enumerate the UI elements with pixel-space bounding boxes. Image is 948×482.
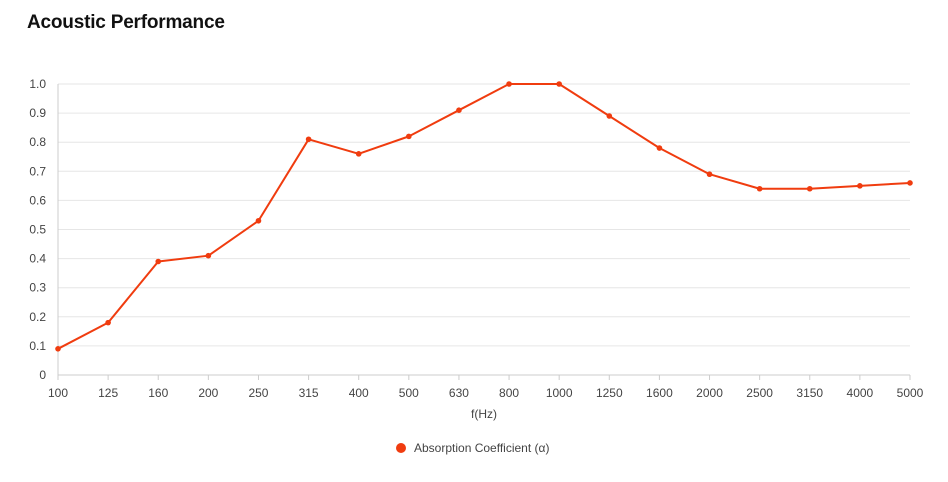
data-point[interactable] bbox=[556, 81, 562, 87]
data-point[interactable] bbox=[606, 113, 613, 119]
y-tick-label: 0.5 bbox=[29, 223, 46, 237]
legend-label: Absorption Coefficient (α) bbox=[414, 441, 549, 455]
data-point[interactable] bbox=[55, 346, 61, 352]
x-tick-label: 5000 bbox=[897, 386, 924, 400]
x-axis-title: f(Hz) bbox=[471, 407, 497, 421]
y-tick-label: 1.0 bbox=[29, 77, 46, 91]
series-layer bbox=[55, 81, 913, 352]
y-tick-label: 0.7 bbox=[29, 164, 46, 178]
x-tick-label: 800 bbox=[499, 386, 519, 400]
x-tick-label: 500 bbox=[399, 386, 419, 400]
grid-lines bbox=[57, 83, 910, 376]
data-point[interactable] bbox=[806, 185, 813, 192]
data-point[interactable] bbox=[155, 258, 162, 265]
x-tick-label: 1600 bbox=[646, 386, 673, 400]
y-tick-label: 0.1 bbox=[29, 339, 46, 353]
x-tick-label: 100 bbox=[48, 386, 68, 400]
data-point[interactable] bbox=[105, 319, 111, 326]
y-axis-ticks: 0 0.1 0.2 0.3 0.4 0.5 0.6 0.7 0.8 0.9 1.0 bbox=[29, 77, 46, 382]
y-tick-label: 0.6 bbox=[29, 193, 46, 207]
chart-title: Acoustic Performance bbox=[27, 12, 225, 33]
x-tick-label: 125 bbox=[98, 386, 118, 400]
x-tick-label: 1000 bbox=[546, 386, 573, 400]
x-tick-label: 2000 bbox=[696, 386, 723, 400]
x-tick-label: 3150 bbox=[796, 386, 823, 400]
x-axis-ticks: 100 125 160 200 250 315 400 500 630 800 1000 1250 16… bbox=[48, 375, 924, 400]
legend[interactable]: Absorption Coefficient (α) bbox=[396, 441, 549, 455]
y-tick-label: 0 bbox=[39, 368, 46, 382]
data-point[interactable] bbox=[706, 171, 713, 178]
y-tick-label: 0.8 bbox=[29, 135, 46, 149]
legend-marker bbox=[396, 443, 406, 453]
y-tick-label: 0.4 bbox=[29, 252, 46, 266]
data-point[interactable] bbox=[355, 151, 362, 157]
x-tick-label: 160 bbox=[148, 386, 168, 400]
data-point[interactable] bbox=[907, 180, 913, 186]
x-tick-label: 250 bbox=[248, 386, 268, 400]
x-tick-label: 200 bbox=[198, 386, 218, 400]
data-point[interactable] bbox=[255, 217, 262, 224]
data-point[interactable] bbox=[756, 185, 763, 192]
x-tick-label: 2500 bbox=[746, 386, 773, 400]
data-point[interactable] bbox=[456, 107, 462, 113]
y-tick-label: 0.2 bbox=[29, 310, 46, 324]
x-tick-label: 400 bbox=[349, 386, 369, 400]
y-tick-label: 0.9 bbox=[29, 106, 46, 120]
data-point[interactable] bbox=[506, 81, 512, 87]
x-tick-label: 315 bbox=[299, 386, 319, 400]
x-tick-label: 630 bbox=[449, 386, 469, 400]
data-point[interactable] bbox=[205, 252, 212, 259]
data-point[interactable] bbox=[406, 133, 412, 140]
data-point[interactable] bbox=[305, 136, 312, 143]
data-point[interactable] bbox=[857, 183, 863, 189]
series-line bbox=[57, 83, 911, 350]
x-tick-label: 1250 bbox=[596, 386, 623, 400]
y-tick-label: 0.3 bbox=[29, 281, 46, 295]
x-tick-label: 4000 bbox=[847, 386, 874, 400]
data-point[interactable] bbox=[656, 145, 663, 151]
